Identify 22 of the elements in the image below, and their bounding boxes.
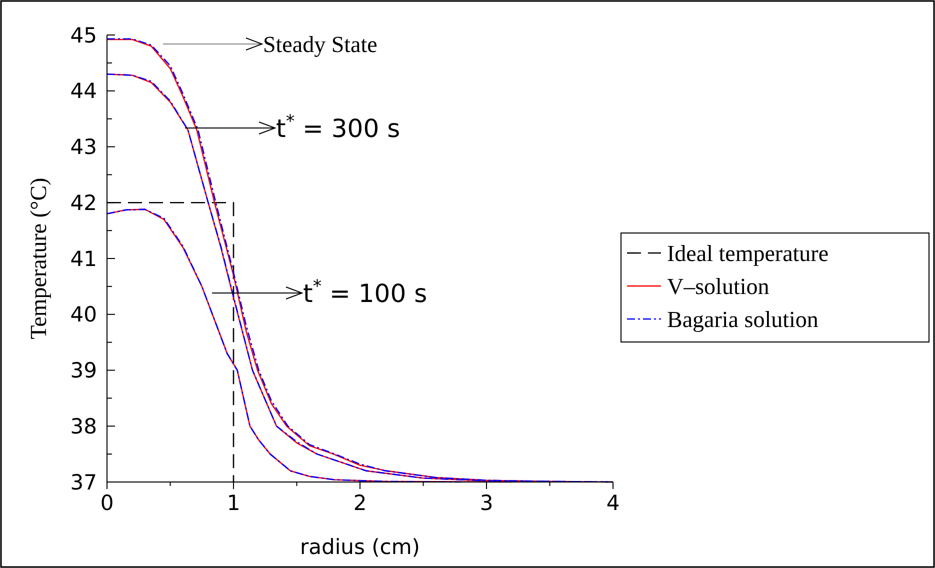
annotation: Steady State xyxy=(263,32,378,58)
y-tick-label: 39 xyxy=(70,358,97,383)
y-axis-title: Temperature (°C) xyxy=(26,178,51,340)
y-tick-label: 42 xyxy=(70,190,97,215)
annotation: t$^{*}$ = 100 s xyxy=(303,276,428,308)
y-tick-label: 37 xyxy=(70,470,97,494)
legend-label: V–solution xyxy=(667,274,770,300)
legend-label: Bagaria solution xyxy=(667,307,819,332)
y-tick-label: 38 xyxy=(70,414,97,438)
x-tick-label: 1 xyxy=(226,491,240,515)
x-tick-label: 4 xyxy=(606,491,620,515)
y-tick-label: 41 xyxy=(70,246,97,271)
y-tick-label: 40 xyxy=(70,302,97,327)
y-tick-label: 43 xyxy=(70,135,97,160)
legend-label: Ideal temperature xyxy=(667,241,829,266)
x-tick-label: 0 xyxy=(100,491,114,515)
y-tick-label: 44 xyxy=(70,79,97,104)
x-tick-label: 2 xyxy=(353,491,367,515)
annotation: t$^{*}$ = 300 s xyxy=(276,112,400,143)
x-axis-title: radius (cm) xyxy=(300,535,420,559)
x-tick-label: 3 xyxy=(480,491,494,515)
y-tick-label: 45 xyxy=(70,23,97,48)
